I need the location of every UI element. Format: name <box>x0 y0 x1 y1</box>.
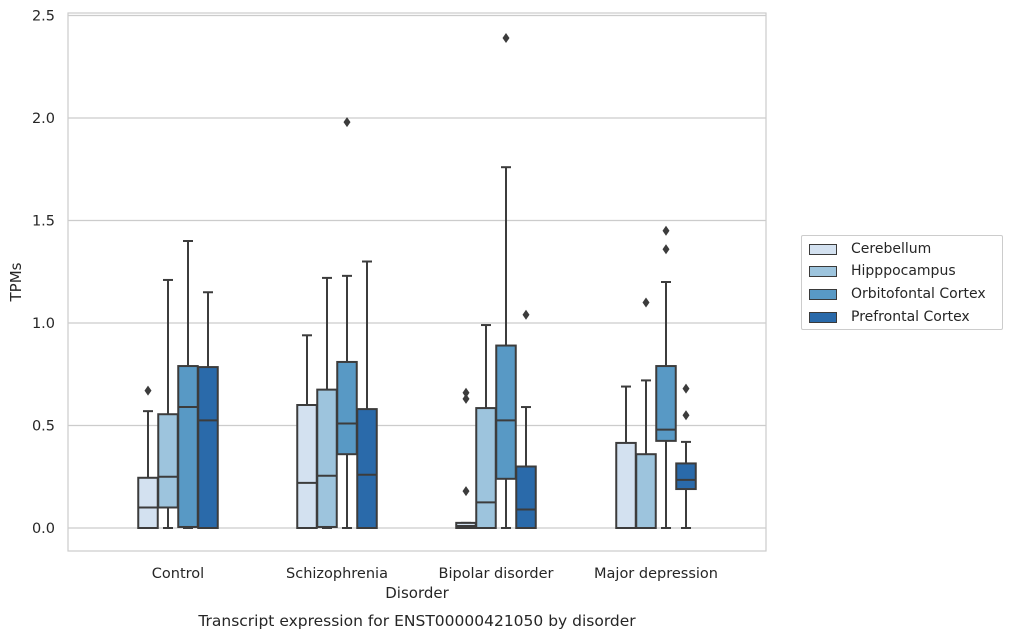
box-series <box>137 33 697 530</box>
outlier-point <box>502 33 510 44</box>
x-axis-label: Disorder <box>385 584 449 602</box>
box-orbitofontal-cortex <box>495 33 517 529</box>
y-tick-label: 0.5 <box>32 419 55 435</box>
legend-label: Prefrontal Cortex <box>851 309 970 325</box>
box-iqr <box>635 453 657 530</box>
legend-swatch-hippocampus <box>809 265 837 277</box>
box-iqr <box>316 388 338 528</box>
box-orbitofontal-cortex <box>177 240 199 529</box>
box-cerebellum <box>455 387 477 529</box>
box-prefrontal-cortex <box>356 260 378 530</box>
legend: Cerebellum Hipppocampus Orbitofontal Cor… <box>801 235 1003 330</box>
box-orbitofontal-cortex <box>655 225 677 529</box>
outlier-point <box>462 486 470 497</box>
legend-item-orbitofrontal-cortex: Orbitofontal Cortex <box>809 284 986 304</box>
outlier-point <box>462 387 470 398</box>
box-hipppocampus <box>635 297 657 530</box>
legend-swatch-orbitofrontal-cortex <box>809 288 837 300</box>
outlier-point <box>662 225 670 236</box>
legend-item-cerebellum: Cerebellum <box>809 239 931 259</box>
box-iqr <box>655 365 677 442</box>
box-iqr <box>336 360 358 456</box>
outlier-point <box>462 393 470 404</box>
box-iqr <box>137 476 159 529</box>
x-tick-label: Control <box>152 566 204 582</box>
box-prefrontal-cortex <box>675 383 697 529</box>
y-tick-labels: 0.0 0.5 1.0 1.5 2.0 2.5 <box>32 9 55 538</box>
y-tick-label: 2.0 <box>32 111 55 127</box>
legend-item-prefrontal-cortex: Prefrontal Cortex <box>809 307 970 327</box>
outlier-point <box>682 383 690 394</box>
outlier-point <box>682 410 690 421</box>
y-tick-label: 1.5 <box>32 214 55 230</box>
x-tick-label: Bipolar disorder <box>439 566 554 582</box>
y-axis-label: TPMs <box>7 262 25 302</box>
y-tick-label: 1.0 <box>32 316 55 332</box>
box-iqr <box>495 344 517 480</box>
x-tick-label: Schizophrenia <box>286 566 388 582</box>
legend-label: Cerebellum <box>851 241 932 257</box>
box-hipppocampus <box>316 276 338 529</box>
outlier-point <box>642 297 650 308</box>
legend-label: Orbitofontal Cortex <box>851 286 986 302</box>
y-tick-label: 2.5 <box>32 9 55 25</box>
legend-item-hippocampus: Hipppocampus <box>809 261 956 281</box>
box-iqr <box>197 366 219 530</box>
box-iqr <box>296 404 318 529</box>
outlier-point <box>662 244 670 255</box>
box-prefrontal-cortex <box>515 309 537 529</box>
outlier-point <box>522 309 530 320</box>
box-iqr <box>675 462 697 491</box>
outlier-point <box>343 117 351 128</box>
box-iqr <box>515 465 537 529</box>
legend-label: Hipppocampus <box>851 263 956 279</box>
box-orbitofontal-cortex <box>336 117 358 529</box>
legend-swatch-prefrontal-cortex <box>809 311 837 323</box>
chart-title: Transcript expression for ENST0000042105… <box>197 612 636 630</box>
box-iqr <box>615 441 637 529</box>
box-prefrontal-cortex <box>197 291 219 530</box>
outlier-point <box>144 385 152 396</box>
box-iqr <box>356 408 378 530</box>
legend-swatch-cerebellum <box>809 243 837 255</box>
x-tick-labels: Control Schizophrenia Bipolar disorder Majo… <box>152 566 718 582</box>
x-tick-label: Major depression <box>594 566 718 582</box>
box-iqr <box>157 413 179 509</box>
box-iqr <box>177 365 199 528</box>
y-tick-label: 0.0 <box>32 521 55 537</box>
box-iqr <box>475 407 497 530</box>
